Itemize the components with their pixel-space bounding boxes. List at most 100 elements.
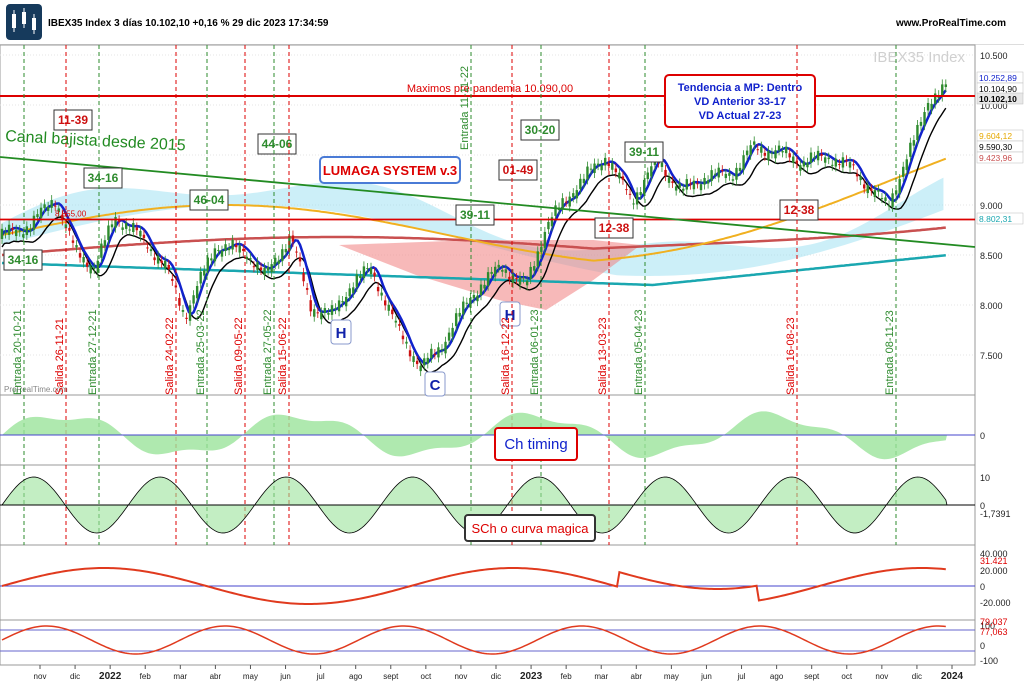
candle-body [245,256,249,259]
time-tick-label: dic [70,672,80,681]
score-box-text: 34-16 [88,171,119,185]
candle-body [664,169,667,177]
candle-body [270,264,273,273]
candle-body [337,300,341,312]
candle-body [724,173,728,179]
candle-body [813,156,816,158]
candle-body [128,229,131,231]
time-tick-label: sept [383,672,399,681]
candle-body [522,277,525,279]
stoch-tick-label: 0 [980,641,985,651]
candle-body [394,320,398,323]
candle-body [93,267,96,269]
candle-body [54,205,57,207]
score-box-text: 30-20 [525,123,556,137]
candle-body [564,201,568,203]
sch-box [464,514,596,542]
candle-body [405,341,408,344]
price-tag-label: 9.590,30 [979,142,1012,152]
candle-body [621,176,625,180]
candle-body [274,257,277,265]
signal-label: Entrada 08-11-23 [884,310,896,395]
time-tick-label: feb [140,672,152,681]
signal-label: Entrada 27-12-21 [87,309,99,395]
candle-body [139,230,142,237]
price-tag-label: 8.802,31 [979,214,1012,224]
candle-body [0,228,4,239]
candle-body [96,260,100,273]
candle-body [859,176,862,181]
candle-body [78,253,82,258]
price-tick-label: 7.500 [980,351,1003,361]
time-tick-label: 2024 [941,671,964,682]
candle-body [866,185,869,194]
timing-zero-label: 0 [980,431,985,441]
score-box [53,109,93,131]
candle-body [18,230,21,232]
candle-body [259,267,263,270]
candle-body [710,170,713,182]
candle-body [643,179,646,195]
candle-body [50,200,53,208]
score-box [498,159,538,181]
score-box [455,204,495,226]
candle-body [511,274,515,284]
candle-body [799,165,802,171]
candle-body [114,216,117,228]
candle-body [4,232,7,234]
candle-body [600,165,603,171]
candle-body [323,308,327,313]
candle-body [203,270,206,276]
candle-body [841,157,845,168]
candle-body [242,248,245,251]
time-tick-label: jul [737,672,746,681]
site-link[interactable]: www.ProRealTime.com [895,18,1006,29]
candle-body [501,269,504,272]
candle-body [674,186,678,191]
candle-body [483,284,486,289]
candle-body [447,332,451,341]
candle-body [763,152,767,156]
support-label: 8.855,00 [55,210,87,219]
bearish-channel-line [0,156,976,248]
candle-body [14,229,18,237]
timing-label: Ch timing [504,436,567,453]
candle-body [933,93,937,104]
candle-body [660,162,664,167]
candle-body [579,178,582,190]
candle-body [717,167,720,178]
signal-label: Entrada 05-04-23 [633,309,645,395]
stoch-tick-label: -100 [980,656,998,666]
candle-body [156,255,160,264]
trend-box-line: VD Actual 27-23 [699,110,782,122]
price-tag [976,212,1024,225]
time-tick-label: feb [561,672,573,681]
osc-line [1,566,946,605]
trend-box [664,74,816,128]
wave-label: C [430,377,441,394]
price-tick-label: 8.000 [980,301,1003,311]
candle-body [171,278,174,281]
time-tick-label: may [664,672,679,681]
candle-body [628,193,632,195]
price-tick-label: 10.000 [980,101,1008,111]
candle-body [100,243,103,258]
wave-label: H [505,307,516,324]
score-box [257,133,297,155]
candle-body [153,257,156,261]
candle-body [167,264,170,270]
candle-body [909,142,912,157]
candle-body [639,192,642,196]
candle-body [497,264,500,268]
time-tick-label: ago [770,672,784,681]
candle-body [234,244,238,248]
candle-body [728,173,731,176]
score-box-text: 01-49 [503,163,534,177]
candle-body [249,258,252,260]
signal-label: Salida 16-08-23 [785,317,797,395]
candle-body [784,146,788,154]
candle-body [898,179,901,194]
price-tag-label: 10.102,10 [979,94,1017,104]
time-tick-label: mar [173,672,187,681]
candle-body [440,349,444,351]
